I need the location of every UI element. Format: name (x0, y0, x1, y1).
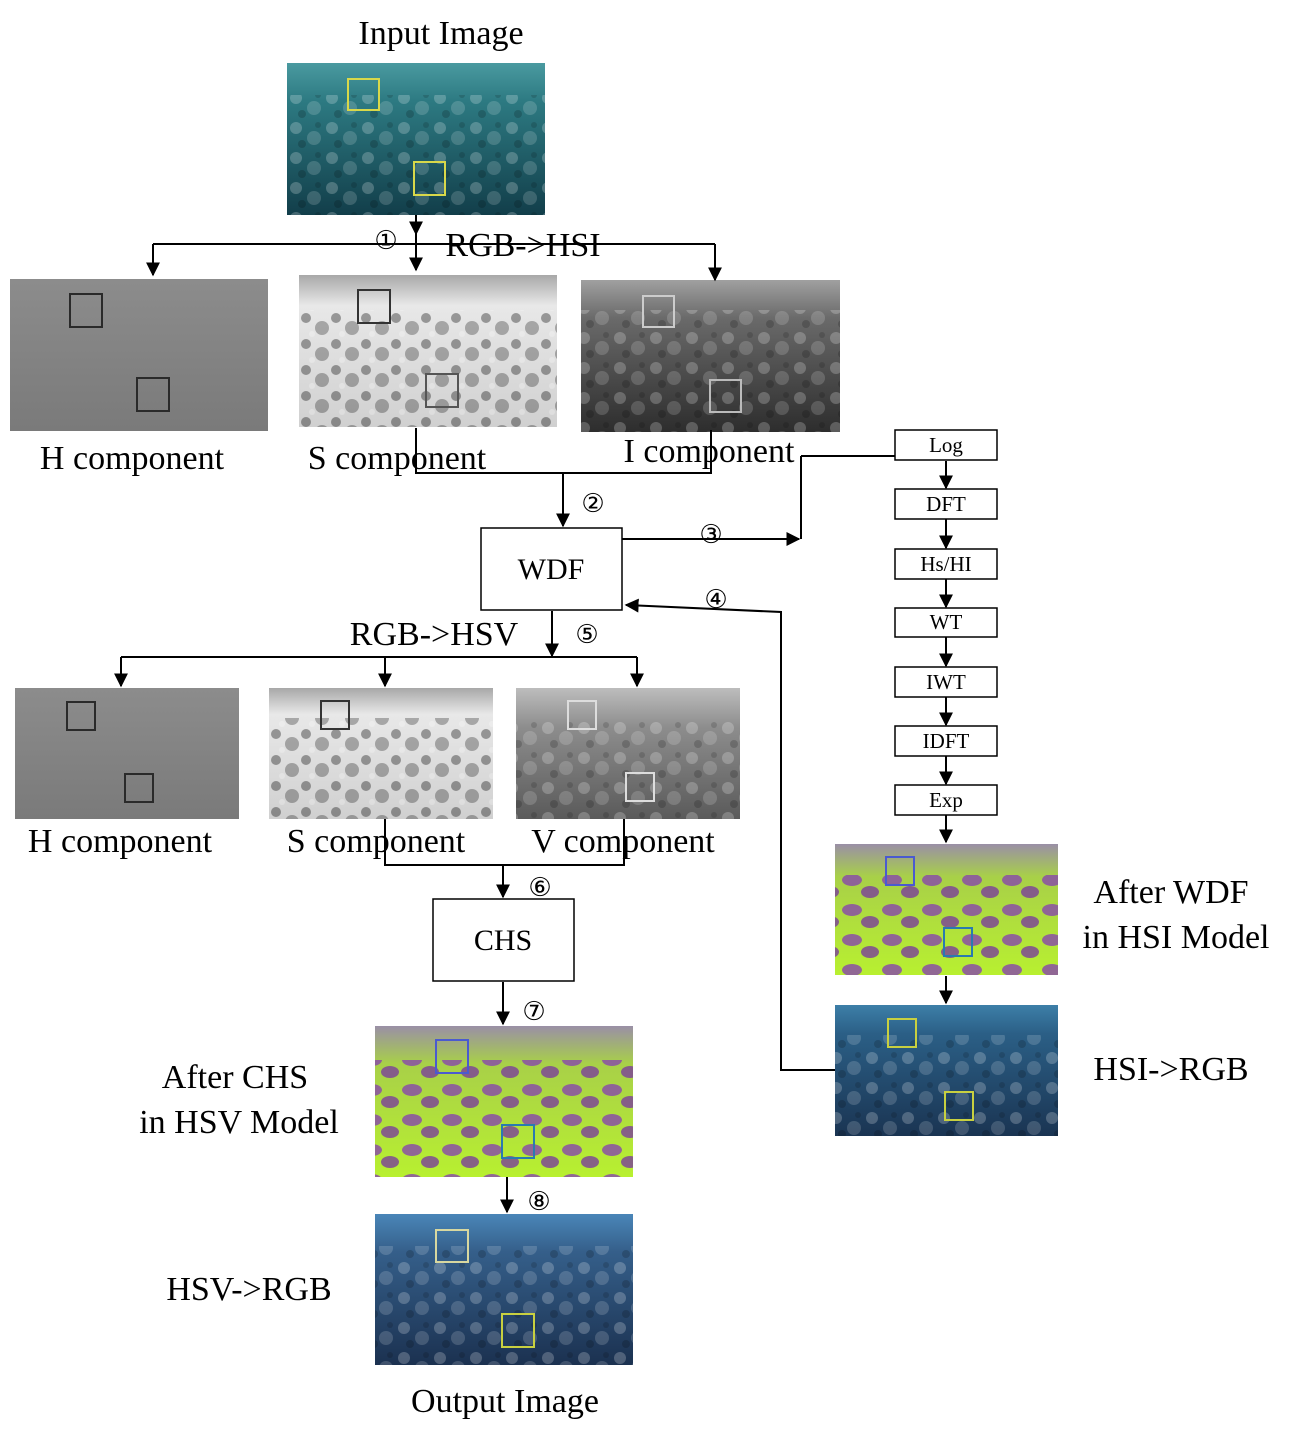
marker-box (887, 1018, 917, 1048)
hsi-h-component-image (10, 279, 268, 431)
output-image (375, 1214, 633, 1365)
marker-box (642, 295, 675, 328)
marker-box (425, 373, 459, 408)
step-8-marker: ⑧ (527, 1187, 550, 1217)
hsv-s-label: S component (287, 823, 466, 860)
marker-box (943, 927, 973, 957)
chs-block: CHS (432, 898, 575, 982)
labels: Input Image RGB->HSI H component S compo… (28, 15, 1270, 1420)
pipeline-step-filter: Hs/HI (920, 552, 971, 576)
output-image-label: Output Image (411, 1383, 599, 1420)
pipeline-step-idft: IDFT (923, 729, 970, 753)
input-image-label: Input Image (358, 15, 523, 52)
after-wdf-label-line2: in HSI Model (1083, 919, 1270, 956)
step-1-marker: ① (374, 226, 397, 256)
pipeline-step-wt: WT (930, 610, 963, 634)
chs-label: CHS (474, 924, 532, 957)
hsv-h-label: H component (28, 823, 213, 860)
marker-box (413, 161, 446, 196)
after-chs-label-line2: in HSV Model (139, 1104, 339, 1141)
step-markers: ① ② ③ ④ ⑤ ⑥ ⑦ ⑧ (374, 226, 727, 1217)
step-6-marker: ⑥ (528, 873, 551, 903)
step-7-marker: ⑦ (522, 997, 545, 1027)
marker-box (320, 700, 350, 730)
marker-box (435, 1229, 469, 1263)
after-wdf-label-line1: After WDF (1093, 874, 1248, 911)
pipeline-step-log: Log (929, 433, 963, 457)
hsi-i-component-image (581, 280, 840, 432)
step-5-marker: ⑤ (575, 620, 598, 650)
marker-box (124, 773, 154, 803)
marker-box (567, 700, 597, 730)
step-3-marker: ③ (699, 520, 722, 550)
hsv-v-component-image (516, 688, 740, 819)
marker-box (501, 1124, 535, 1159)
hsi-rgb-image (835, 1005, 1058, 1136)
input-image (287, 63, 545, 215)
connectors (114, 215, 953, 1214)
pipeline-step-exp: Exp (929, 788, 963, 812)
step-4-marker: ④ (704, 585, 727, 615)
marker-box (625, 772, 655, 802)
hsv-v-label: V component (531, 823, 715, 860)
wdf-label: WDF (518, 553, 585, 586)
marker-box (357, 289, 391, 324)
pipeline-step-dft: DFT (926, 492, 966, 516)
marker-box (944, 1091, 974, 1121)
hsi-i-label: I component (624, 433, 795, 470)
marker-box (501, 1313, 535, 1348)
marker-box (66, 701, 96, 731)
wdf-block: WDF (480, 527, 623, 611)
hsi-s-label: S component (308, 440, 487, 477)
marker-box (435, 1039, 469, 1074)
marker-box (347, 78, 380, 111)
marker-box (136, 377, 170, 412)
hsi-s-component-image (299, 275, 557, 427)
pipeline-step-iwt: IWT (926, 670, 966, 694)
pipeline: Log DFT Hs/HI WT IWT IDFT Exp (894, 429, 998, 816)
after-chs-label-line1: After CHS (162, 1059, 308, 1096)
step-2-marker: ② (581, 489, 604, 519)
after-chs-image (375, 1026, 633, 1177)
hsv-rgb-label: HSV->RGB (166, 1271, 331, 1308)
rgb-hsi-label: RGB->HSI (445, 227, 600, 264)
hsv-s-component-image (269, 688, 493, 819)
hsv-h-component-image (15, 688, 239, 819)
after-wdf-image (835, 844, 1058, 975)
hsi-rgb-label: HSI->RGB (1093, 1051, 1248, 1088)
hsi-h-label: H component (40, 440, 225, 477)
marker-box (885, 856, 915, 886)
marker-box (69, 293, 103, 328)
marker-box (709, 379, 742, 413)
rgb-hsv-label: RGB->HSV (350, 616, 519, 653)
